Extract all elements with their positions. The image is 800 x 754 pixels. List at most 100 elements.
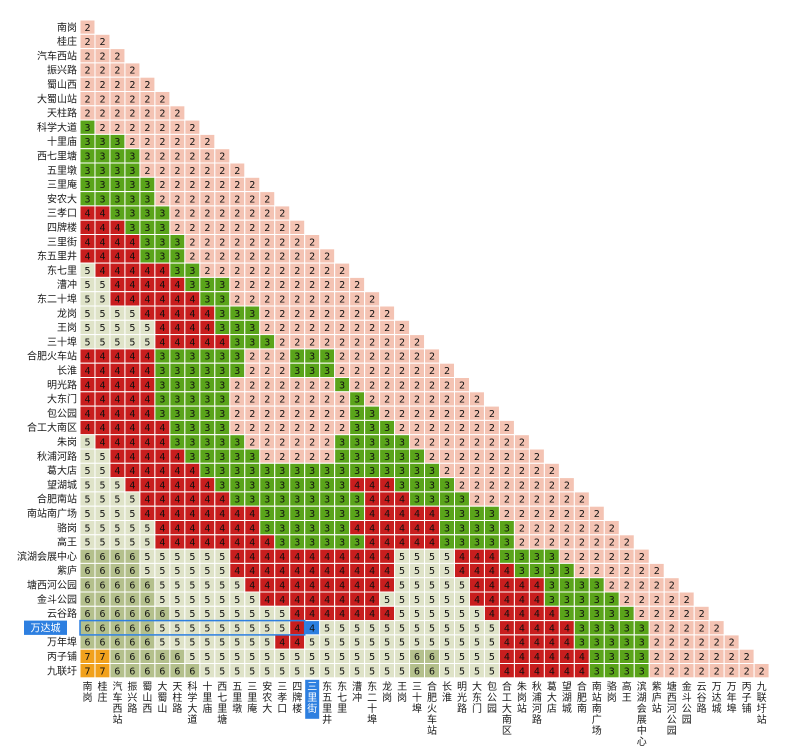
cell-value: 4 xyxy=(189,337,195,348)
cell-value: 5 xyxy=(159,595,165,606)
cell-value: 2 xyxy=(159,109,165,120)
cell-value: 4 xyxy=(204,523,210,534)
cell-value: 3 xyxy=(624,623,630,634)
cell-value: 5 xyxy=(384,638,390,649)
row-label: 桂庄 xyxy=(57,35,77,48)
cell-value: 4 xyxy=(354,566,360,577)
row-label: 安农大 xyxy=(47,192,77,205)
cell-value: 4 xyxy=(459,552,465,563)
cell-value: 5 xyxy=(234,638,240,649)
cell-value: 2 xyxy=(309,252,315,263)
column-label: 明光路 xyxy=(457,681,467,715)
cell-value: 3 xyxy=(564,580,570,591)
cell-value: 4 xyxy=(99,437,105,448)
column-label: 东五里井 xyxy=(322,680,332,726)
cell-value: 6 xyxy=(114,609,120,620)
cell-value: 2 xyxy=(249,252,255,263)
cell-value: 2 xyxy=(309,409,315,420)
cell-value: 4 xyxy=(384,580,390,591)
cell-value: 3 xyxy=(159,409,165,420)
cell-value: 4 xyxy=(399,523,405,534)
cell-value: 3 xyxy=(309,509,315,520)
cell-value: 2 xyxy=(309,337,315,348)
cell-value: 2 xyxy=(339,366,345,377)
cell-value: 3 xyxy=(594,595,600,606)
cell-value: 3 xyxy=(174,380,180,391)
cell-value: 2 xyxy=(699,666,705,677)
cell-value: 5 xyxy=(204,552,210,563)
cell-value: 3 xyxy=(189,366,195,377)
cell-value: 4 xyxy=(369,509,375,520)
cell-value: 5 xyxy=(174,623,180,634)
cell-value: 2 xyxy=(99,94,105,105)
highlighted-column-label-bg xyxy=(305,679,320,719)
column-label-highlighted: 三里街 xyxy=(307,682,317,715)
cell-value: 4 xyxy=(129,466,135,477)
cell-value: 2 xyxy=(234,180,240,191)
cell-value: 5 xyxy=(114,337,120,348)
cell-value: 2 xyxy=(84,37,90,48)
cell-value: 3 xyxy=(159,237,165,248)
cell-value: 2 xyxy=(249,395,255,406)
cell-value: 4 xyxy=(429,538,435,549)
cell-value: 3 xyxy=(339,538,345,549)
cell-value: 2 xyxy=(294,294,300,305)
cell-value: 5 xyxy=(474,652,480,663)
cell-value: 5 xyxy=(264,638,270,649)
cell-value: 5 xyxy=(369,652,375,663)
cell-value: 4 xyxy=(84,395,90,406)
row-label: 包公园 xyxy=(47,407,77,420)
cell-value: 3 xyxy=(429,495,435,506)
cell-value: 5 xyxy=(444,609,450,620)
cell-value: 2 xyxy=(594,566,600,577)
cell-value: 2 xyxy=(189,137,195,148)
cell-value: 3 xyxy=(189,266,195,277)
cell-value: 5 xyxy=(189,623,195,634)
cell-value: 5 xyxy=(294,666,300,677)
row-label: 西七里塘 xyxy=(37,149,77,162)
cell-value: 3 xyxy=(309,523,315,534)
cell-value: 2 xyxy=(714,638,720,649)
cell-value: 3 xyxy=(339,523,345,534)
cell-value: 5 xyxy=(204,580,210,591)
cell-value: 5 xyxy=(414,552,420,563)
cell-value: 3 xyxy=(279,480,285,491)
cell-value: 2 xyxy=(84,51,90,62)
cell-value: 4 xyxy=(144,395,150,406)
cell-value: 5 xyxy=(249,666,255,677)
cell-value: 4 xyxy=(144,495,150,506)
cell-value: 2 xyxy=(84,66,90,77)
cell-value: 2 xyxy=(369,366,375,377)
cell-value: 2 xyxy=(219,151,225,162)
cell-value: 3 xyxy=(249,323,255,334)
row-label: 秋浦河路 xyxy=(37,450,77,463)
cell-value: 3 xyxy=(219,380,225,391)
cell-value: 2 xyxy=(429,366,435,377)
cell-value: 2 xyxy=(324,280,330,291)
cell-value: 2 xyxy=(654,580,660,591)
cell-value: 5 xyxy=(84,466,90,477)
cell-value: 4 xyxy=(564,623,570,634)
cell-value: 2 xyxy=(534,452,540,463)
cell-value: 2 xyxy=(369,337,375,348)
cell-value: 5 xyxy=(354,638,360,649)
cell-value: 4 xyxy=(519,652,525,663)
cell-value: 3 xyxy=(129,180,135,191)
cell-value: 5 xyxy=(399,638,405,649)
column-label: 合肥南 xyxy=(577,680,587,715)
cell-value: 4 xyxy=(219,523,225,534)
cell-value: 3 xyxy=(219,366,225,377)
cell-value: 3 xyxy=(84,123,90,134)
cell-value: 5 xyxy=(384,595,390,606)
cell-value: 4 xyxy=(159,495,165,506)
cell-value: 4 xyxy=(114,380,120,391)
cell-value: 2 xyxy=(699,623,705,634)
cell-value: 3 xyxy=(549,580,555,591)
cell-value: 3 xyxy=(399,452,405,463)
cell-value: 4 xyxy=(144,480,150,491)
cell-value: 3 xyxy=(399,437,405,448)
cell-value: 2 xyxy=(354,294,360,305)
cell-value: 5 xyxy=(174,566,180,577)
cell-value: 3 xyxy=(459,495,465,506)
